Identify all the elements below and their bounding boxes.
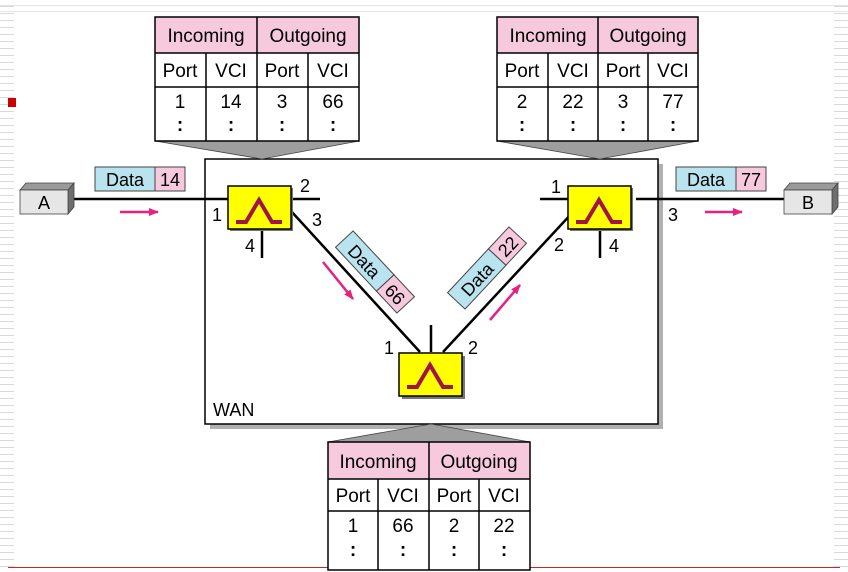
s3-port-2: 2	[468, 338, 478, 358]
s1-port-2: 2	[300, 176, 310, 196]
table-1-col-out-port: Port	[265, 61, 301, 82]
table-1-in-port: 1	[175, 92, 186, 113]
s2-port-1: 1	[551, 177, 561, 197]
table-3-in-vci: 66	[392, 516, 413, 537]
table-2-incoming-header: Incoming	[509, 26, 586, 47]
s1-port-1: 1	[212, 205, 222, 225]
table-2-in-port: 2	[517, 92, 528, 113]
switch-1	[227, 185, 293, 231]
table-1-col-in-port: Port	[163, 61, 199, 82]
slide-top-stripes	[0, 0, 848, 12]
flow-arrows	[120, 208, 743, 321]
slide-bullet	[8, 98, 16, 107]
port-labels: 1 2 3 4 1 2 3 4 1 2	[212, 176, 678, 358]
s2-port-2: 2	[554, 235, 564, 255]
links	[68, 197, 788, 353]
packet-b-side: Data 77	[675, 166, 767, 192]
s2-port-4: 4	[609, 236, 619, 256]
s2-port-3: 3	[668, 205, 678, 225]
arrow-s1-s3	[322, 261, 354, 300]
table-3-col-out-vci: VCI	[488, 486, 520, 507]
host-b-label: B	[802, 193, 814, 213]
packet-a-side-vci: 14	[160, 170, 180, 190]
table-2-more-4: :	[670, 115, 676, 136]
table-2-more-1: :	[519, 115, 525, 136]
table-3-col-in-port: Port	[336, 486, 372, 507]
table-2-in-vci: 22	[562, 92, 583, 113]
switch-table-1: Incoming Outgoing Port VCI Port VCI 1 14…	[154, 16, 360, 142]
table-1-col-out-vci: VCI	[317, 61, 349, 82]
packet-b-side-vci: 77	[741, 170, 761, 190]
table-1-more-4: :	[330, 115, 336, 136]
s1-port-4: 4	[245, 236, 255, 256]
table-1-incoming-header: Incoming	[167, 26, 244, 47]
table-3-outgoing-header: Outgoing	[440, 452, 517, 473]
table-3-out-port: 2	[449, 516, 460, 537]
packet-b-side-label: Data	[687, 170, 726, 190]
table-3-more-1: :	[350, 540, 356, 561]
table-3-col-in-vci: VCI	[387, 486, 419, 507]
table-1-outgoing-header: Outgoing	[269, 26, 346, 47]
table-1-more-1: :	[177, 115, 183, 136]
switch-table-2: Incoming Outgoing Port VCI Port VCI 2 22…	[496, 16, 699, 142]
table-3-out-vci: 22	[493, 516, 514, 537]
host-a-label: A	[38, 193, 50, 213]
table-2-outgoing-header: Outgoing	[609, 26, 686, 47]
table-3-more-4: :	[501, 540, 507, 561]
link-s1-s3	[290, 210, 421, 353]
switch-table-3: Incoming Outgoing Port VCI Port VCI 1 66…	[327, 441, 531, 572]
table-2-out-vci: 77	[662, 92, 683, 113]
table-3-more-2: :	[400, 540, 406, 561]
table-1-col-in-vci: VCI	[215, 61, 247, 82]
slide-right-stripes	[834, 0, 848, 572]
table-1-more-2: :	[228, 115, 234, 136]
s1-port-3: 3	[312, 210, 322, 230]
table-1-out-vci: 66	[322, 92, 343, 113]
switch-2	[567, 185, 633, 231]
table-2-col-out-port: Port	[606, 61, 642, 82]
packet-a-side-label: Data	[106, 170, 145, 190]
table-1-in-vci: 14	[220, 92, 242, 113]
table-2-col-out-vci: VCI	[657, 61, 689, 82]
host-a: A	[19, 181, 75, 216]
s3-port-1: 1	[384, 338, 394, 358]
wan-label: WAN	[213, 400, 254, 420]
packet-s1-s3: Data 66	[334, 230, 416, 314]
arrow-s3-s2	[489, 284, 521, 321]
table-1-out-port: 3	[277, 92, 288, 113]
packet-a-side: Data 14	[94, 166, 186, 192]
table-3-incoming-header: Incoming	[339, 452, 416, 473]
table-2-out-port: 3	[618, 92, 629, 113]
switch-3	[398, 352, 465, 399]
table-3-more-3: :	[451, 540, 457, 561]
table-2-col-in-vci: VCI	[557, 61, 589, 82]
table-3-col-out-port: Port	[437, 486, 473, 507]
host-b: B	[783, 181, 839, 216]
table-2-more-2: :	[570, 115, 576, 136]
table-2-more-3: :	[620, 115, 626, 136]
table-1-more-3: :	[279, 115, 285, 136]
table-3-in-port: 1	[348, 516, 359, 537]
link-s3-s2	[442, 211, 574, 353]
table-2-col-in-port: Port	[505, 61, 541, 82]
